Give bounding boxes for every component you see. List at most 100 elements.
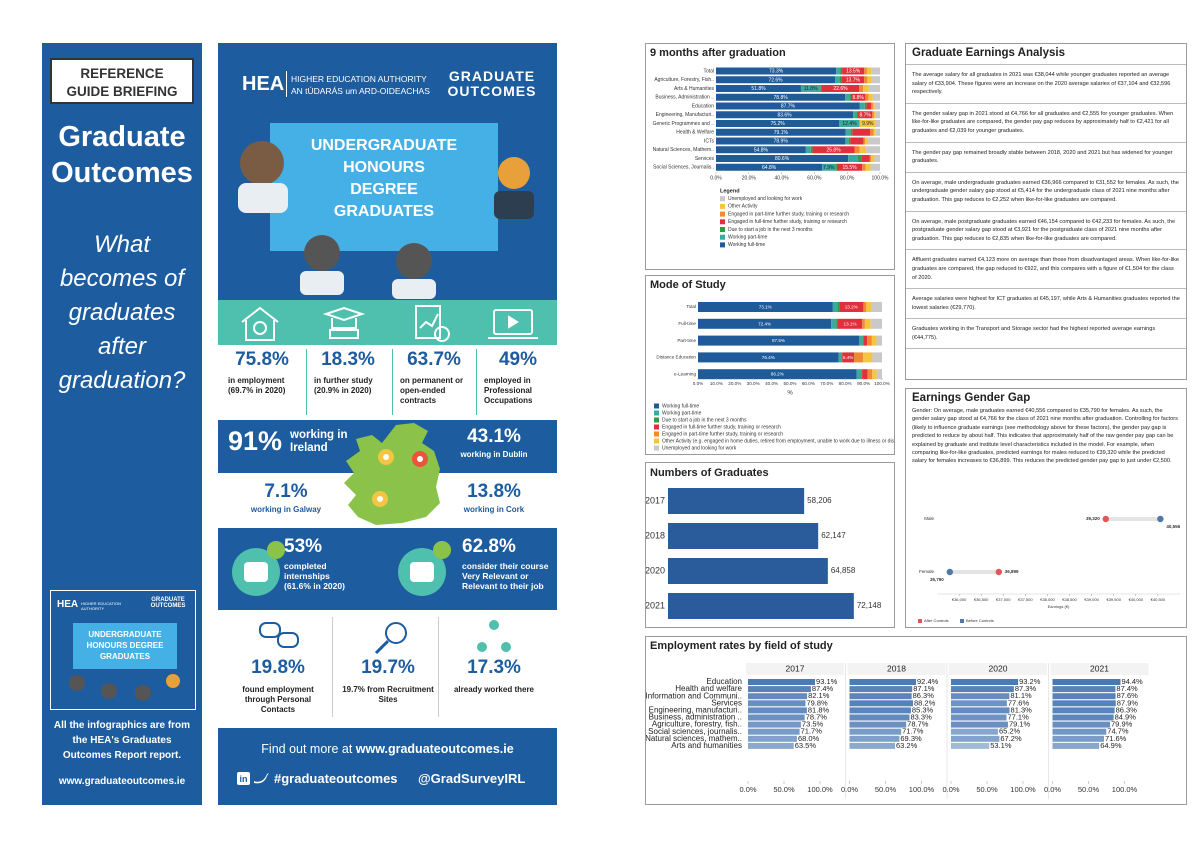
value-label: 83.3%: [910, 712, 932, 721]
bar-segment: [872, 352, 882, 363]
bar-segment: [863, 352, 873, 363]
dot: [1102, 515, 1109, 523]
bar-segment: [863, 302, 867, 312]
value-label: 12.4%: [842, 121, 857, 127]
bar: [748, 742, 794, 749]
value-label: 65.2%: [999, 727, 1021, 736]
value-label: 78.9%: [774, 139, 789, 145]
bar-segment: [854, 146, 860, 154]
value-label: 74.7%: [1107, 727, 1129, 736]
handle[interactable]: @GradSurveyIRL: [418, 771, 526, 786]
bar-segment: [698, 318, 832, 329]
chart-title: Employment rates by field of study: [650, 640, 834, 652]
job-value: 19.8%: [251, 657, 305, 678]
bar-segment: [831, 318, 837, 329]
legend-label: Due to start a job in the next 3 months: [662, 417, 747, 423]
legend-swatch: [654, 403, 659, 409]
legend-label: Before Controls: [966, 618, 994, 623]
value-label: 81.3%: [1011, 705, 1033, 714]
bar-segment: [805, 146, 811, 154]
x-tick-label: 50.0%: [783, 381, 796, 386]
legend-swatch: [654, 431, 659, 437]
bar-segment: [872, 93, 880, 101]
bar-segment: [845, 137, 849, 145]
value-label: 7.9%: [823, 165, 835, 171]
bar-segment: [716, 120, 840, 127]
bar-segment: [872, 111, 874, 119]
legend-swatch: [720, 219, 725, 225]
bar: [849, 735, 900, 742]
value-label: 64.9%: [1100, 741, 1122, 750]
value-label: 78.7%: [806, 712, 828, 721]
bar-segment: [874, 102, 880, 110]
bar-segment: [849, 93, 851, 101]
bar-segment: [858, 155, 862, 162]
category-label: Engineering, manufacturi..: [649, 706, 742, 715]
category-label: Agriculture, forestry, fish..: [652, 720, 742, 729]
x-tick-label: €40,000: [1129, 597, 1144, 602]
legend-title: Legend: [720, 188, 740, 194]
x-tick-label: 0.0%: [1044, 785, 1061, 794]
x-tick-label: 40.0%: [765, 381, 778, 386]
chart-mode: Mode of Study Total 73.1% 13.2% Full-time 72.…: [645, 275, 913, 455]
job-search-icons: [259, 620, 511, 655]
value-label: 75.2%: [771, 121, 786, 127]
value-label: 25.8%: [826, 147, 841, 153]
paragraph: Graduates working in the Transport and S…: [906, 319, 1186, 350]
value-label: 87.6%: [1117, 691, 1139, 700]
bar-segment: [859, 146, 867, 154]
bar-segment: [871, 76, 880, 84]
question: What becomes of graduates after graduati…: [58, 231, 186, 394]
bar-segment: [871, 335, 877, 346]
bar-segment: [716, 76, 836, 84]
bar: [668, 593, 854, 619]
bar-segment: [862, 318, 865, 329]
social-icons: in: [237, 772, 269, 785]
x-tick-label: €38,500: [1062, 597, 1077, 602]
hashtag[interactable]: #graduateoutcomes: [274, 771, 398, 786]
value-label: 73.1%: [759, 305, 772, 310]
x-tick-label: €36,000: [952, 597, 967, 602]
value-label: 87.7%: [781, 104, 796, 110]
bar-segment: [821, 85, 860, 92]
stat-label: on permanent or open-ended contracts: [400, 376, 464, 405]
category-label: Services: [711, 698, 742, 707]
value-label: 62,147: [821, 531, 846, 540]
x-tick-label: €39,000: [1084, 597, 1099, 602]
illustration: [238, 141, 534, 299]
category-label: Part-time: [677, 338, 696, 343]
stat-divider: [476, 349, 477, 415]
brand: GRADUATE OUTCOMES: [447, 68, 537, 99]
category-label: 2021: [646, 600, 665, 610]
bar-segment: [716, 155, 849, 162]
value-label: 80.6%: [775, 156, 790, 162]
bar-segment: [872, 102, 875, 110]
x-tick-label: 20.0%: [742, 175, 757, 181]
bar-segment: [812, 146, 855, 154]
footer-url[interactable]: www.graduateoutcomes.ie: [355, 742, 514, 756]
bar-segment: [842, 67, 865, 75]
logo-divider: [286, 71, 287, 97]
legend-label: Working part-time: [662, 410, 702, 416]
x-tick-label: €38,000: [1040, 597, 1055, 602]
category-label: Male: [924, 516, 934, 521]
chart-employment: Employment rates by field of study Educat…: [645, 636, 1187, 805]
footer-text: Find out more at: [261, 742, 353, 756]
legend-label: After Controls: [924, 618, 948, 623]
value-label: 71.7%: [902, 727, 924, 736]
value-label: 73.5%: [802, 720, 824, 729]
chart-title: 9 months after graduation: [650, 47, 786, 59]
value-label: 77.1%: [1008, 712, 1030, 721]
icon: [385, 622, 407, 644]
ireland-main-value: 91%: [228, 426, 283, 456]
stat-divider: [306, 349, 307, 415]
category-label: 2020: [646, 565, 665, 575]
bar: [668, 558, 828, 584]
bar-segment: [839, 120, 860, 127]
thumb-logo: HEA: [57, 599, 79, 610]
value-label: 85.3%: [912, 705, 934, 714]
thumb-brand: GRADUATE OUTCOMES: [150, 597, 186, 609]
job-divider: [438, 617, 439, 717]
ireland-value: 13.8%: [467, 481, 521, 502]
icon: [501, 642, 511, 652]
